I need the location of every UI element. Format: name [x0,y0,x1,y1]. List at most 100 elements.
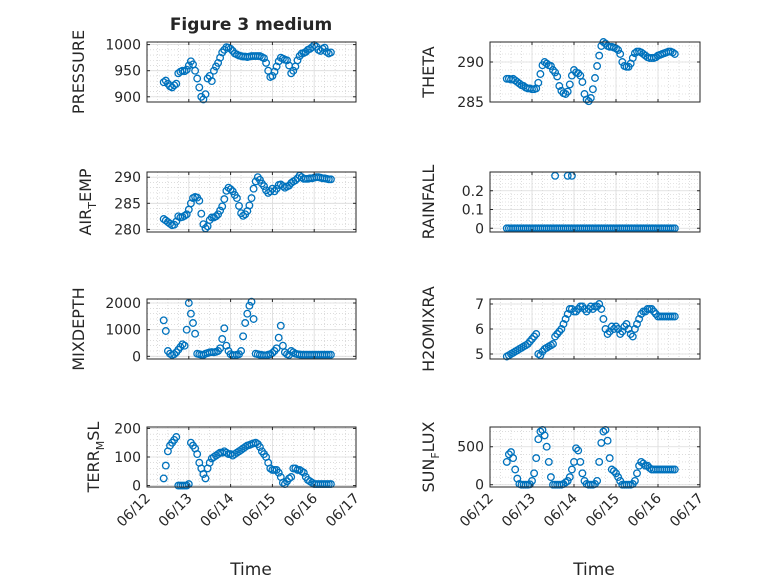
data-point [255,443,264,451]
data-point [582,95,591,104]
data-point [189,319,197,327]
data-point [214,58,223,67]
data-point [572,444,581,453]
y-tick-label: 200 [114,421,141,437]
panel-h2omixra: 5 6 7 H2OMIXRA [419,286,701,372]
y-axis-label: THETA [419,46,438,98]
data-point [633,320,641,328]
panel-theta: 285 290 THETA [419,38,701,111]
data-point [249,184,258,193]
data-point [182,65,191,74]
data-point [544,457,553,466]
data-point [593,476,602,485]
data-point [605,327,614,336]
data-point [191,329,200,338]
y-axis-label: RAINFALL [419,165,438,240]
data-point [612,469,620,478]
y-tick-label: 285 [114,196,141,212]
data-point [322,47,331,56]
data-point [553,72,562,81]
data-point [557,325,566,333]
data-point [609,467,618,476]
y-tick-label: 1000 [105,38,141,54]
data-point [530,469,539,478]
data-point [237,347,246,355]
data-point [214,450,223,459]
y-tick-label: 0 [475,478,484,494]
data-point [182,325,191,334]
y-tick-label: 900 [114,90,141,106]
data-point [182,210,191,219]
data-point [595,300,604,308]
y-tick-label: 0 [132,349,141,365]
axes-box [489,171,701,233]
axes-box [489,41,701,103]
data-point [633,469,641,478]
y-tick-label: 950 [114,64,141,80]
data-point [597,305,606,313]
data-point [563,87,572,96]
data-point [212,212,220,221]
data-point [599,427,608,436]
data-point [567,465,576,474]
data-point [670,465,679,474]
data-point [593,62,602,70]
data-point [239,332,248,341]
data-point [262,58,271,67]
y-axis-label: AIRTEMP [76,168,99,235]
data-point [542,442,551,451]
data-point [534,78,543,87]
data-point [226,185,235,194]
data-point [509,454,518,463]
axes-box [489,426,701,488]
data-point [502,457,511,466]
panel-air_temp: 280 285 290 AIRTEMP [76,168,357,238]
data-point [586,94,595,102]
y-tick-label: 0.2 [462,184,484,200]
data-point [515,79,524,88]
axes-box [146,41,357,103]
data-point [201,474,210,483]
y-axis-label: H2OMIXRA [419,286,438,372]
data-point [239,211,248,220]
data-point [555,82,564,90]
y-axis-label: SUNFLUX [419,421,442,492]
data-point [574,446,583,455]
data-point [576,457,585,466]
data-point [630,476,639,485]
x-axis-label-right: Time [572,560,615,580]
data-point [670,312,679,321]
data-point [193,74,202,83]
x-axis-label-left: Time [229,560,272,580]
data-point [588,85,597,94]
data-point [308,43,317,52]
y-tick-label: 7 [475,297,484,313]
data-point [291,464,300,473]
y-tick-label: 100 [114,450,141,466]
data-point [614,46,623,54]
data-point [614,473,623,482]
data-point [532,330,541,338]
data-point [235,201,243,210]
data-point [216,206,225,215]
data-point [591,74,599,82]
data-point [193,450,202,459]
data-point [565,473,574,482]
data-point [195,196,204,205]
data-point [197,209,206,218]
data-point [293,56,302,65]
figure-title: Figure 3 medium [170,15,332,35]
data-point [191,66,200,75]
y-axis-label: TERRMSL [84,422,107,494]
data-point [326,350,335,359]
data-point [546,473,555,482]
data-point [205,458,214,467]
data-point [565,80,574,89]
data-point [546,62,555,70]
data-point [320,43,329,52]
data-point [276,321,285,330]
data-point [670,50,679,58]
data-point [559,320,568,328]
data-point [595,457,604,466]
